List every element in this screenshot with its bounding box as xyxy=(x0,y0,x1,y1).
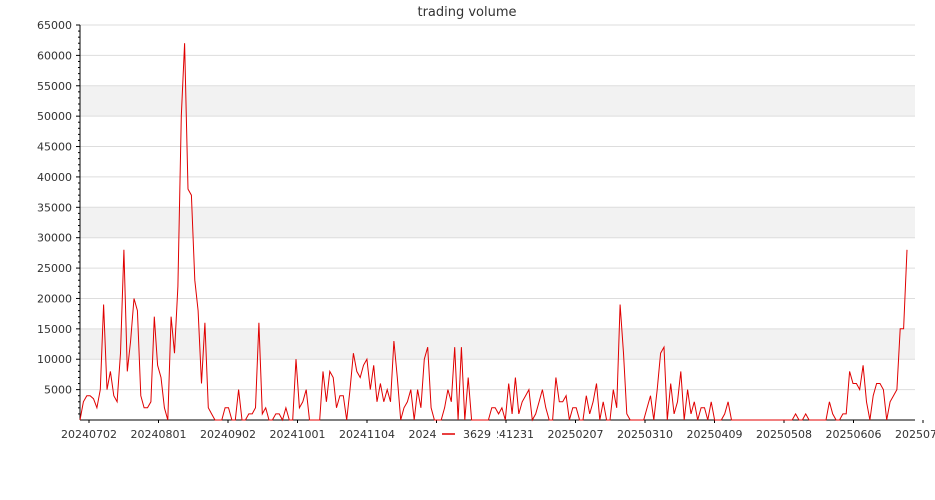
x-tick-label: 20250707 xyxy=(895,428,935,441)
y-tick-label: 25000 xyxy=(37,262,72,275)
x-tick-label: 20241001 xyxy=(270,428,326,441)
y-tick-label: 10000 xyxy=(37,353,72,366)
legend-background xyxy=(437,426,497,442)
grid-bands xyxy=(80,85,915,360)
y-tick-label: 45000 xyxy=(37,141,72,154)
grid-band xyxy=(80,328,915,360)
y-tick-label: 40000 xyxy=(37,171,72,184)
chart-title: trading volume xyxy=(417,5,516,20)
series-line xyxy=(79,43,908,422)
grid-band xyxy=(80,207,915,238)
grid-band xyxy=(80,85,915,117)
y-tick-label: 60000 xyxy=(37,49,72,62)
x-tick-label: 20250310 xyxy=(617,428,673,441)
legend: 3629 xyxy=(437,426,497,442)
x-tick-label: 20250409 xyxy=(687,428,743,441)
legend-label: 3629 xyxy=(463,428,491,441)
y-tick-label: 15000 xyxy=(37,323,72,336)
y-axis: 5000 10000 15000 20000 25000 30000 35000 40000 4… xyxy=(37,19,81,420)
x-tick-label: 20240702 xyxy=(61,428,117,441)
y-tick-label: 55000 xyxy=(37,80,72,93)
y-tick-label: 35000 xyxy=(37,201,72,214)
x-tick-label: 20240801 xyxy=(131,428,187,441)
y-tick-label: 30000 xyxy=(37,232,72,245)
y-tick-label: 50000 xyxy=(37,110,72,123)
y-tick-label: 65000 xyxy=(37,19,72,32)
y-tick-label: 20000 xyxy=(37,292,72,305)
gridlines xyxy=(80,24,915,391)
x-tick-label: 20240902 xyxy=(200,428,256,441)
x-tick-label: 20241104 xyxy=(339,428,395,441)
x-tick-label: 20250207 xyxy=(548,428,604,441)
x-tick-label: 20250508 xyxy=(756,428,812,441)
y-tick-label: 5000 xyxy=(44,384,72,397)
x-axis: 20240702 20240801 20240902 20241001 20241104… xyxy=(61,419,935,441)
x-tick-label: 20250606 xyxy=(826,428,882,441)
